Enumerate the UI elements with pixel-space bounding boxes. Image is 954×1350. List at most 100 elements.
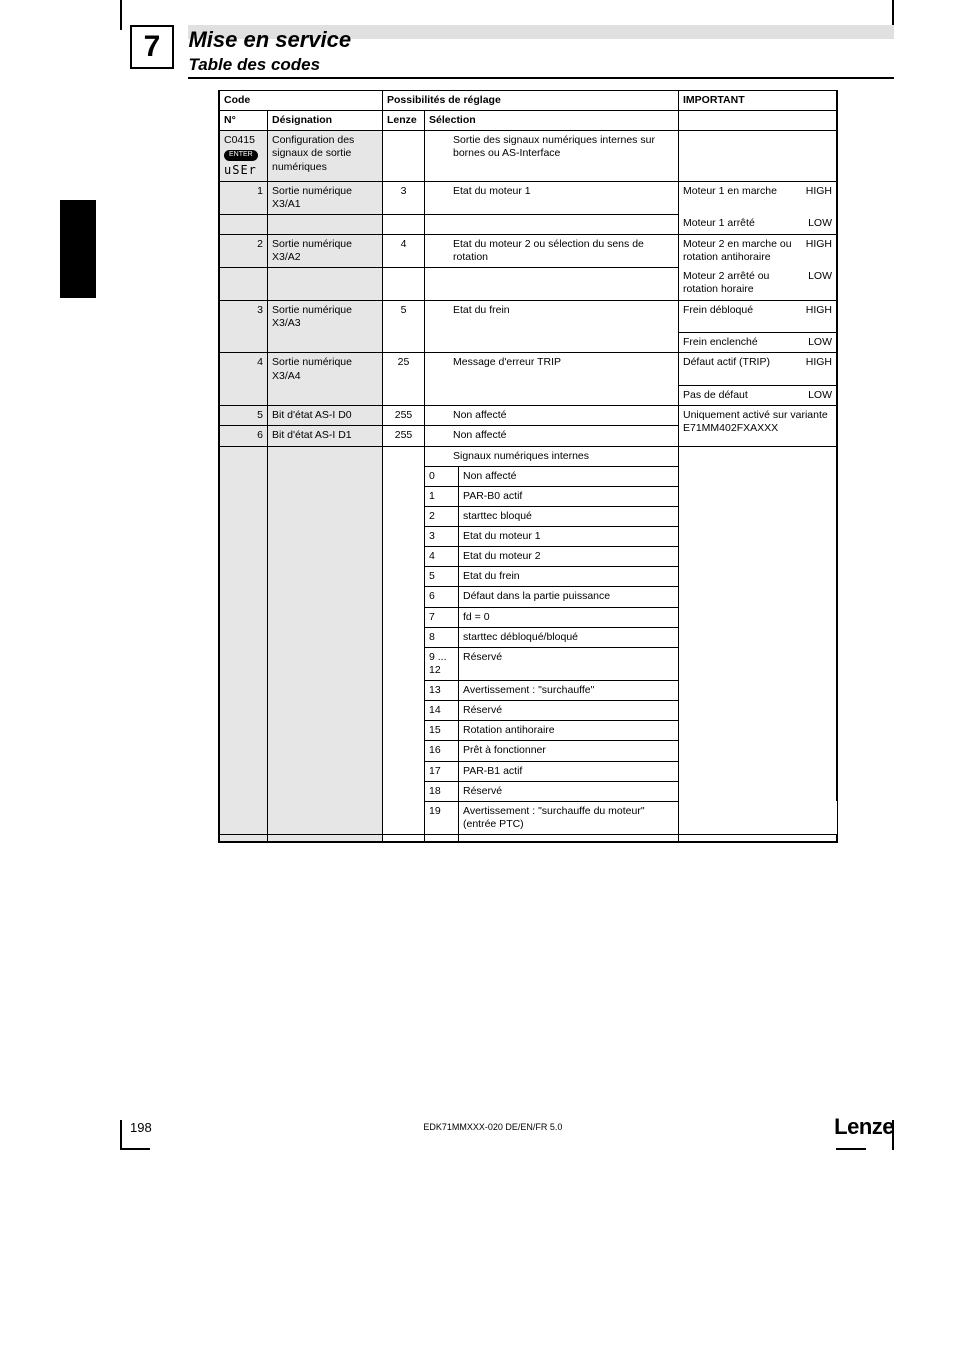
sub1-imp2: Moteur 1 arrêté LOW	[679, 214, 837, 234]
sig-k-8: 8	[425, 627, 459, 647]
enter-icon: ENTER	[224, 150, 258, 161]
sub3-imp1: Frein débloqué HIGH	[679, 300, 837, 333]
sub1-des: Sortie numérique X3/A1	[268, 181, 383, 214]
sig-k-6: 6	[425, 587, 459, 607]
sub3-des: Sortie numérique X3/A3	[268, 300, 383, 333]
sub2-imp2-text: Moteur 2 arrêté ou rotation horaire	[683, 270, 802, 296]
sub1-imp1: Moteur 1 en marcheHIGH	[679, 181, 837, 214]
sig-k-5: 5	[425, 567, 459, 587]
sub1-imp1-level: HIGH	[806, 185, 832, 198]
chapter-header: 7 Mise en service Table des codes	[130, 25, 894, 75]
sig-k-7: 7	[425, 607, 459, 627]
sub6-lenze: 255	[383, 426, 425, 446]
sub5-lenze: 255	[383, 406, 425, 426]
sub5-des: Bit d'état AS-I D0	[268, 406, 383, 426]
sig-k-3: 3	[425, 527, 459, 547]
hdr-lenze: Lenze	[383, 111, 425, 131]
sig-k-1: 1	[425, 486, 459, 506]
sig-v-16: Avertissement : "surchauffe du moteur" (…	[459, 801, 679, 834]
sig-v-9: Réservé	[459, 647, 679, 680]
sig-k-12: 15	[425, 721, 459, 741]
sig-k-9: 9 ... 12	[425, 647, 459, 680]
sub4-imp1-level: HIGH	[806, 356, 832, 369]
sig-v-1: PAR-B0 actif	[459, 486, 679, 506]
hdr-important: IMPORTANT	[679, 91, 837, 111]
sig-v-10: Avertissement : "surchauffe"	[459, 681, 679, 701]
c0415-selection: Sortie des signaux numériques internes s…	[425, 131, 679, 181]
sub5-imp: Uniquement activé sur variante E71MM402F…	[679, 406, 837, 446]
sig-k-14: 17	[425, 761, 459, 781]
sig-k-4: 4	[425, 547, 459, 567]
sub2-imp2-level: LOW	[808, 270, 832, 296]
sub4-imp2-level: LOW	[808, 389, 832, 402]
title-underline	[188, 77, 894, 79]
c0415-code-text: C0415	[224, 134, 263, 147]
sig-v-7: fd = 0	[459, 607, 679, 627]
side-tab	[60, 200, 96, 298]
sig-17-imp	[679, 835, 837, 842]
sub5-n: 5	[220, 406, 268, 426]
sub6-sel: Non affecté	[425, 426, 679, 446]
sub2-sel: Etat du moteur 2 ou sélection du sens de…	[425, 234, 679, 267]
sub2-imp1: Moteur 2 en marche ou rotation antihorai…	[679, 234, 837, 267]
user-seg: uSEr	[224, 163, 257, 178]
signals-header: Signaux numériques internes	[425, 446, 679, 466]
page-footer: 198 EDK71MMXXX-020 DE/EN/FR 5.0 Lenze	[130, 1114, 894, 1140]
sub3-imp1-text: Frein débloqué	[683, 304, 753, 317]
sig-v-14: PAR-B1 actif	[459, 761, 679, 781]
sub3-imp2-level: LOW	[808, 336, 832, 349]
sub1-n: 1	[220, 181, 268, 214]
sub2-des: Sortie numérique X3/A2	[268, 234, 383, 267]
hdr-code: Code	[220, 91, 383, 111]
sig-v-6: Défaut dans la partie puissance	[459, 587, 679, 607]
sub2-imp1-level: HIGH	[806, 238, 832, 264]
chapter-number: 7	[130, 25, 174, 69]
sig-v-15: Réservé	[459, 781, 679, 801]
sub3-sel: Etat du frein	[425, 300, 679, 333]
sub4-imp2-text: Pas de défaut	[683, 389, 748, 402]
c0415-important	[679, 131, 837, 181]
sig-v-5: Etat du frein	[459, 567, 679, 587]
c0415-code: C0415 ENTER uSEr	[220, 131, 268, 181]
sub1-lenze: 3	[383, 181, 425, 214]
hdr-designation: Désignation	[268, 111, 383, 131]
sig-k-17	[425, 835, 459, 842]
sub3-imp1-level: HIGH	[806, 304, 832, 317]
hdr-selection: Sélection	[425, 111, 679, 131]
sub4-imp1-text: Défaut actif (TRIP)	[683, 356, 770, 369]
sub4-des: Sortie numérique X3/A4	[268, 353, 383, 386]
sub5-sel: Non affecté	[425, 406, 679, 426]
sig-v-0: Non affecté	[459, 466, 679, 486]
sig-v-8: starttec débloqué/bloqué	[459, 627, 679, 647]
sub1-imp2-text: Moteur 1 arrêté	[683, 217, 755, 230]
title-main: Mise en service	[188, 27, 351, 53]
sig-k-2: 2	[425, 506, 459, 526]
doc-id: EDK71MMXXX-020 DE/EN/FR 5.0	[423, 1122, 562, 1132]
c0415-lenze	[383, 131, 425, 181]
sub3-n: 3	[220, 300, 268, 333]
sub3-imp2: Frein enclenchéLOW	[679, 333, 837, 353]
sub1-imp2-level: LOW	[808, 217, 832, 230]
sig-k-15: 18	[425, 781, 459, 801]
page-number: 198	[130, 1120, 152, 1135]
c0415-designation: Configuration des signaux de sortie numé…	[268, 131, 383, 181]
sub2-lenze: 4	[383, 234, 425, 267]
sig-k-11: 14	[425, 701, 459, 721]
sig-v-4: Etat du moteur 2	[459, 547, 679, 567]
sig-v-2: starttec bloqué	[459, 506, 679, 526]
sub4-n: 4	[220, 353, 268, 386]
sig-k-0: 0	[425, 466, 459, 486]
sig-v-17	[459, 835, 679, 842]
sub2-imp2: Moteur 2 arrêté ou rotation horaireLOW	[679, 267, 837, 300]
sub6-n: 6	[220, 426, 268, 446]
sub4-lenze: 25	[383, 353, 425, 386]
sig-v-3: Etat du moteur 1	[459, 527, 679, 547]
title-sub: Table des codes	[188, 55, 351, 75]
sig-k-13: 16	[425, 741, 459, 761]
hdr-poss: Possibilités de réglage	[383, 91, 679, 111]
brand-logo: Lenze	[834, 1114, 894, 1140]
sub6-des: Bit d'état AS-I D1	[268, 426, 383, 446]
sig-v-11: Réservé	[459, 701, 679, 721]
sig-k-10: 13	[425, 681, 459, 701]
sub4-imp2: Pas de défaut LOW	[679, 386, 837, 406]
